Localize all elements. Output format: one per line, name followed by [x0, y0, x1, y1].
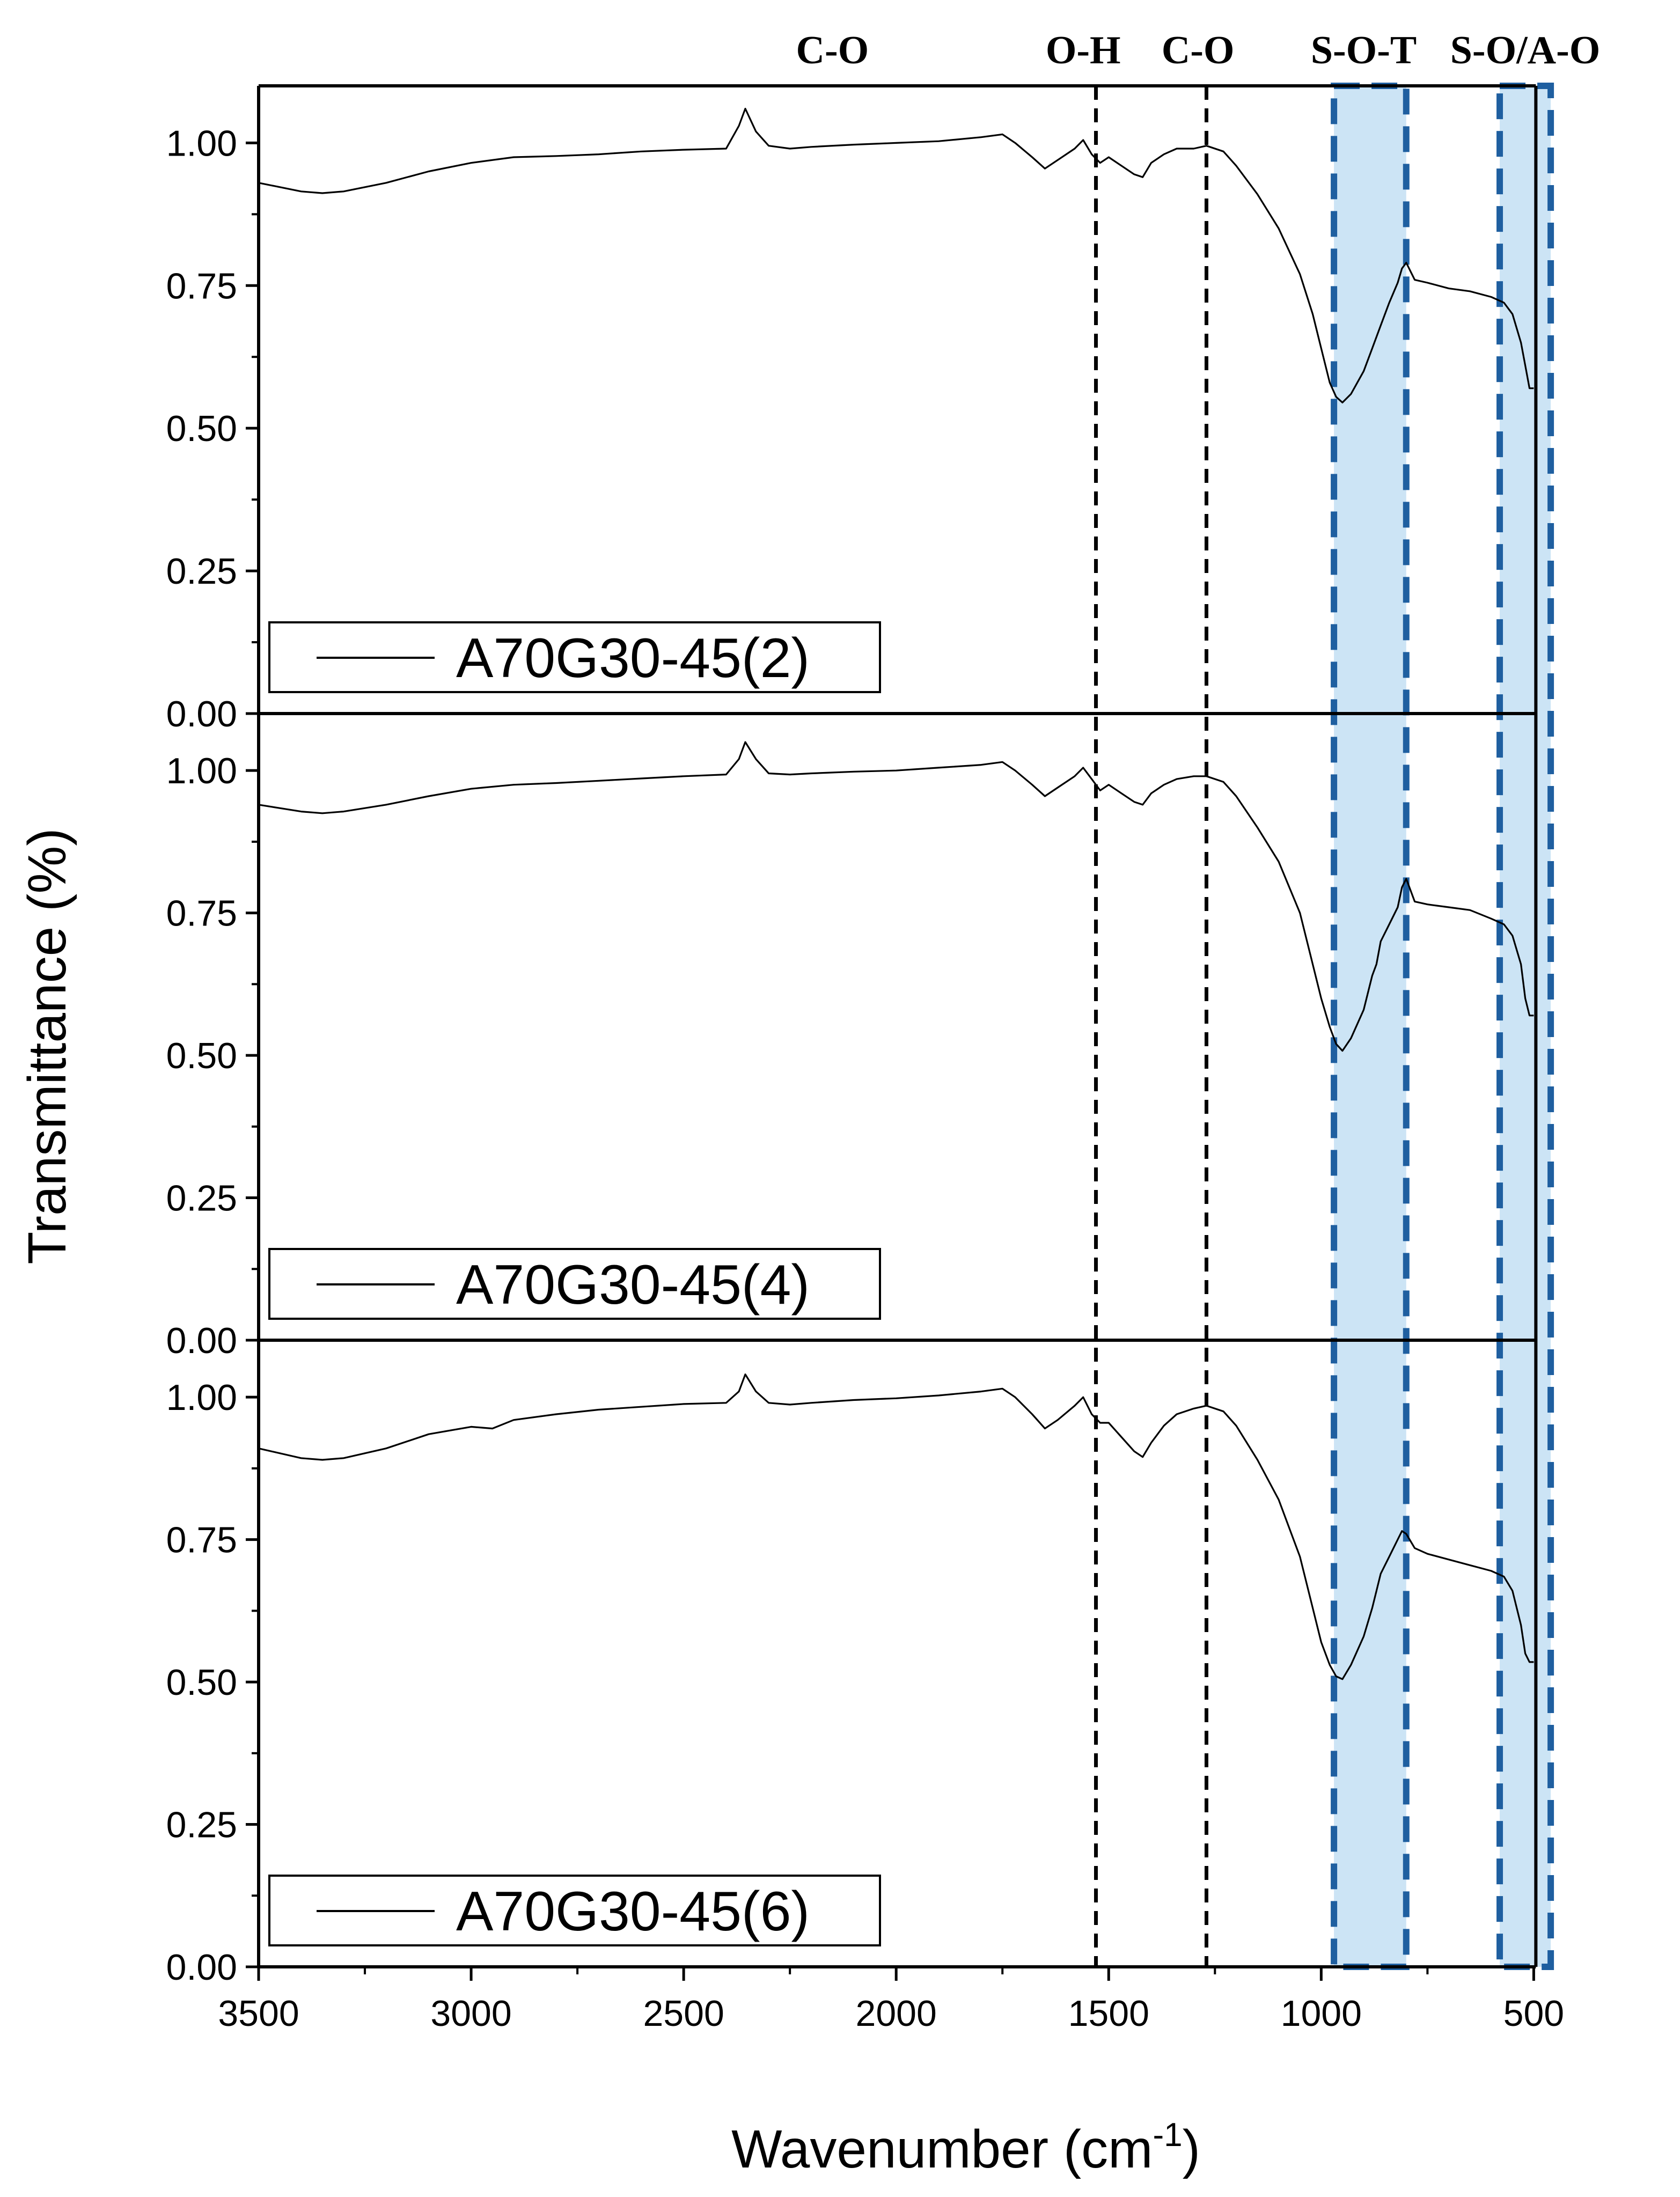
y-axis-title: Transmittance (%)	[17, 828, 77, 1264]
panel-1: 0.00 0.25 0.50 0.75 1.00 A70G30-45(2)	[166, 84, 1536, 734]
x-tick-label: 2000	[856, 1993, 937, 2034]
legend-label: A70G30-45(4)	[456, 1254, 810, 1316]
band-labels: C-O O-H C-O S-O-T S-O/A-O	[796, 28, 1601, 72]
vertical-reference-lines	[1094, 86, 1538, 1967]
x-tick-label: 3500	[218, 1993, 299, 2034]
band-label-3: C-O	[1162, 28, 1235, 72]
panel-2: 0.00 0.25 0.50 0.75 1.00 A70G30-45(4)	[166, 714, 1536, 1361]
y-tick-label: 0.25	[166, 551, 237, 592]
legend-box	[268, 621, 881, 693]
y-tick-label: 1.00	[166, 1377, 237, 1418]
y-tick-label: 0.25	[166, 1805, 237, 1846]
x-tick-label: 500	[1503, 1993, 1564, 2034]
band-label-1: C-O	[796, 28, 869, 72]
panels: 0.00 0.25 0.50 0.75 1.00 A70G30-45(2) 0.00 0.25…	[166, 84, 1536, 1988]
x-axis-title-close: )	[1183, 2119, 1200, 2179]
spectrum-line-2	[258, 741, 1534, 1052]
legend-1: A70G30-45(2)	[268, 621, 881, 693]
y-tick-label: 0.00	[166, 1320, 237, 1361]
legend-label: A70G30-45(6)	[456, 1880, 810, 1943]
y-tick-label: 1.00	[166, 123, 237, 164]
x-tick-label: 3000	[430, 1993, 511, 2034]
y-tick-label: 1.00	[166, 751, 237, 791]
band-label-4: S-O-T	[1311, 28, 1417, 72]
x-axis-title-superscript: -1	[1153, 2117, 1182, 2154]
x-axis-title: Wavenumber (cm-1)	[731, 2117, 1200, 2179]
spectrum-line-3	[258, 1373, 1534, 1680]
spectrum-line-1	[258, 107, 1534, 403]
y-tick-label: 0.50	[166, 408, 237, 449]
y-tick-label: 0.50	[166, 1662, 237, 1703]
y-tick-label: 0.75	[166, 893, 237, 934]
y-tick-label: 0.00	[166, 1947, 237, 1988]
x-tick-label: 1500	[1068, 1993, 1149, 2034]
shaded-band-1	[1331, 83, 1410, 1970]
y-tick-label: 0.75	[166, 1520, 237, 1561]
x-axis-title-main: Wavenumber (cm	[731, 2119, 1153, 2179]
x-tick-label: 1000	[1281, 1993, 1362, 2034]
y-tick-label: 0.75	[166, 266, 237, 306]
x-axis: 3500 3000 2500 2000 1500 1000 500	[218, 1967, 1564, 2034]
legend-2: A70G30-45(4)	[268, 1248, 881, 1320]
band-label-5: S-O/A-O	[1450, 28, 1601, 72]
legend-label: A70G30-45(2)	[456, 627, 810, 689]
y-tick-label: 0.25	[166, 1178, 237, 1219]
shaded-bands	[1331, 83, 1554, 1970]
x-tick-label: 2500	[643, 1993, 724, 2034]
legend-3: A70G30-45(6)	[268, 1875, 881, 1946]
y-tick-label: 0.50	[166, 1035, 237, 1076]
panel-3: 0.00 0.25 0.50 0.75 1.00 A70G30-45(6)	[166, 1340, 1536, 1988]
band-label-2: O-H	[1046, 28, 1121, 72]
y-tick-label: 0.00	[166, 694, 237, 734]
